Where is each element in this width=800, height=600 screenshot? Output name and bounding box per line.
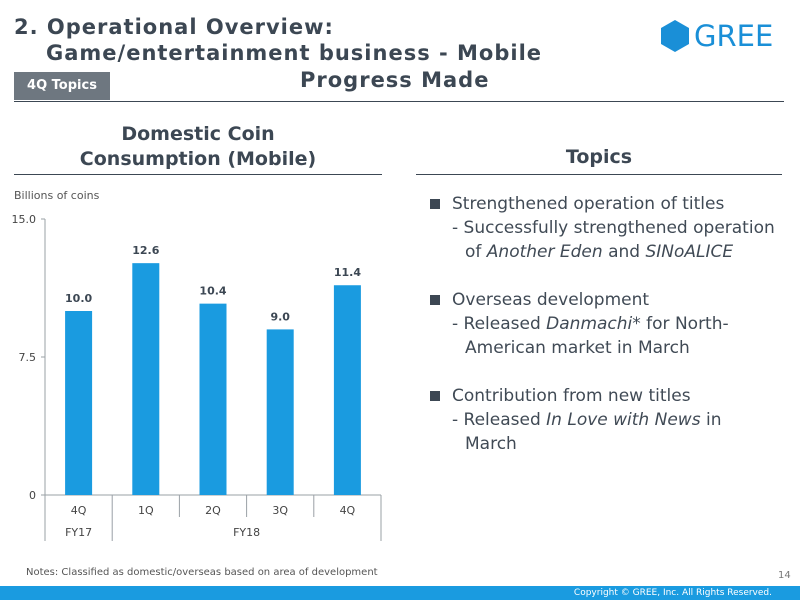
chart-heading-line2: Consumption (Mobile): [79, 148, 317, 170]
chart-y-axis-label: Billions of coins: [14, 189, 100, 202]
chart-heading: Domestic Coin Consumption (Mobile): [14, 122, 382, 172]
bar-value-label: 12.6: [132, 244, 159, 257]
y-tick-label: 0: [29, 489, 36, 502]
x-tick-label: 2Q: [205, 504, 221, 517]
bar-value-label: 9.0: [270, 310, 290, 323]
topic-heading: Overseas development: [452, 290, 650, 310]
slide-title-line2: Game/entertainment business - Mobile: [46, 41, 543, 65]
bar: [266, 329, 294, 495]
x-group-label: FY17: [65, 526, 92, 539]
chart-heading-line1: Domestic Coin: [121, 123, 275, 145]
square-bullet-icon: [430, 391, 440, 401]
title-name: Danmachi*: [546, 314, 641, 334]
bar: [333, 285, 361, 495]
topic-detail-line: - Released In Love with News in: [452, 410, 722, 430]
topic-detail-line: American market in March: [465, 338, 690, 358]
title-name: SINoALICE: [645, 242, 734, 262]
copyright: Copyright © GREE, Inc. All Rights Reserv…: [573, 588, 772, 598]
topic-heading: Contribution from new titles: [452, 386, 691, 406]
topic-item: Strengthened operation of titles - Succe…: [428, 192, 798, 264]
x-tick-label: 1Q: [138, 504, 154, 517]
logo-text: GREE: [694, 19, 774, 53]
gree-hexagon-icon: [661, 20, 689, 52]
bar-value-label: 10.0: [65, 292, 92, 305]
topic-detail-line: March: [465, 434, 517, 454]
y-tick-label: 15.0: [12, 213, 37, 226]
bar: [65, 311, 93, 495]
y-tick-label: 7.5: [19, 351, 37, 364]
bar: [199, 303, 227, 495]
topic-heading-row: Overseas development: [428, 288, 798, 312]
footer-bar: Copyright © GREE, Inc. All Rights Reserv…: [0, 586, 800, 600]
x-tick-label: 4Q: [71, 504, 87, 517]
header-divider: [14, 101, 784, 102]
topic-heading: Strengthened operation of titles: [452, 194, 725, 214]
topic-item: Overseas development - Released Danmachi…: [428, 288, 798, 360]
bar-value-label: 10.4: [199, 285, 226, 298]
topic-detail-line: of Another Eden and SINoALICE: [465, 242, 734, 262]
topic-heading-row: Contribution from new titles: [428, 384, 798, 408]
gree-logo: GREE: [660, 18, 780, 54]
topics-badge: 4Q Topics: [14, 72, 110, 100]
topics-heading: Topics: [565, 146, 633, 168]
x-tick-label: 3Q: [272, 504, 288, 517]
slide-title-line1: 2. Operational Overview:: [14, 15, 334, 39]
footnote: Notes: Classified as domestic/overseas b…: [26, 567, 378, 578]
bar: [132, 263, 160, 495]
x-tick-label: 4Q: [340, 504, 356, 517]
topic-item: Contribution from new titles - Released …: [428, 384, 798, 456]
x-group-label: FY18: [233, 526, 260, 539]
title-name: Another Eden: [486, 242, 603, 262]
topics-heading-divider: [416, 174, 782, 175]
square-bullet-icon: [430, 295, 440, 305]
page-number: 14: [778, 570, 791, 581]
topic-detail-line: - Released Danmachi* for North-: [452, 314, 729, 334]
topics-list: Strengthened operation of titles - Succe…: [428, 192, 798, 480]
chart-heading-divider: [14, 174, 382, 175]
topic-detail-line: - Successfully strengthened operation: [452, 218, 775, 238]
bar-value-label: 11.4: [334, 266, 361, 279]
title-name: In Love with News: [546, 410, 701, 430]
slide-subtitle: Progress Made: [300, 68, 490, 92]
square-bullet-icon: [430, 199, 440, 209]
topic-heading-row: Strengthened operation of titles: [428, 192, 798, 216]
